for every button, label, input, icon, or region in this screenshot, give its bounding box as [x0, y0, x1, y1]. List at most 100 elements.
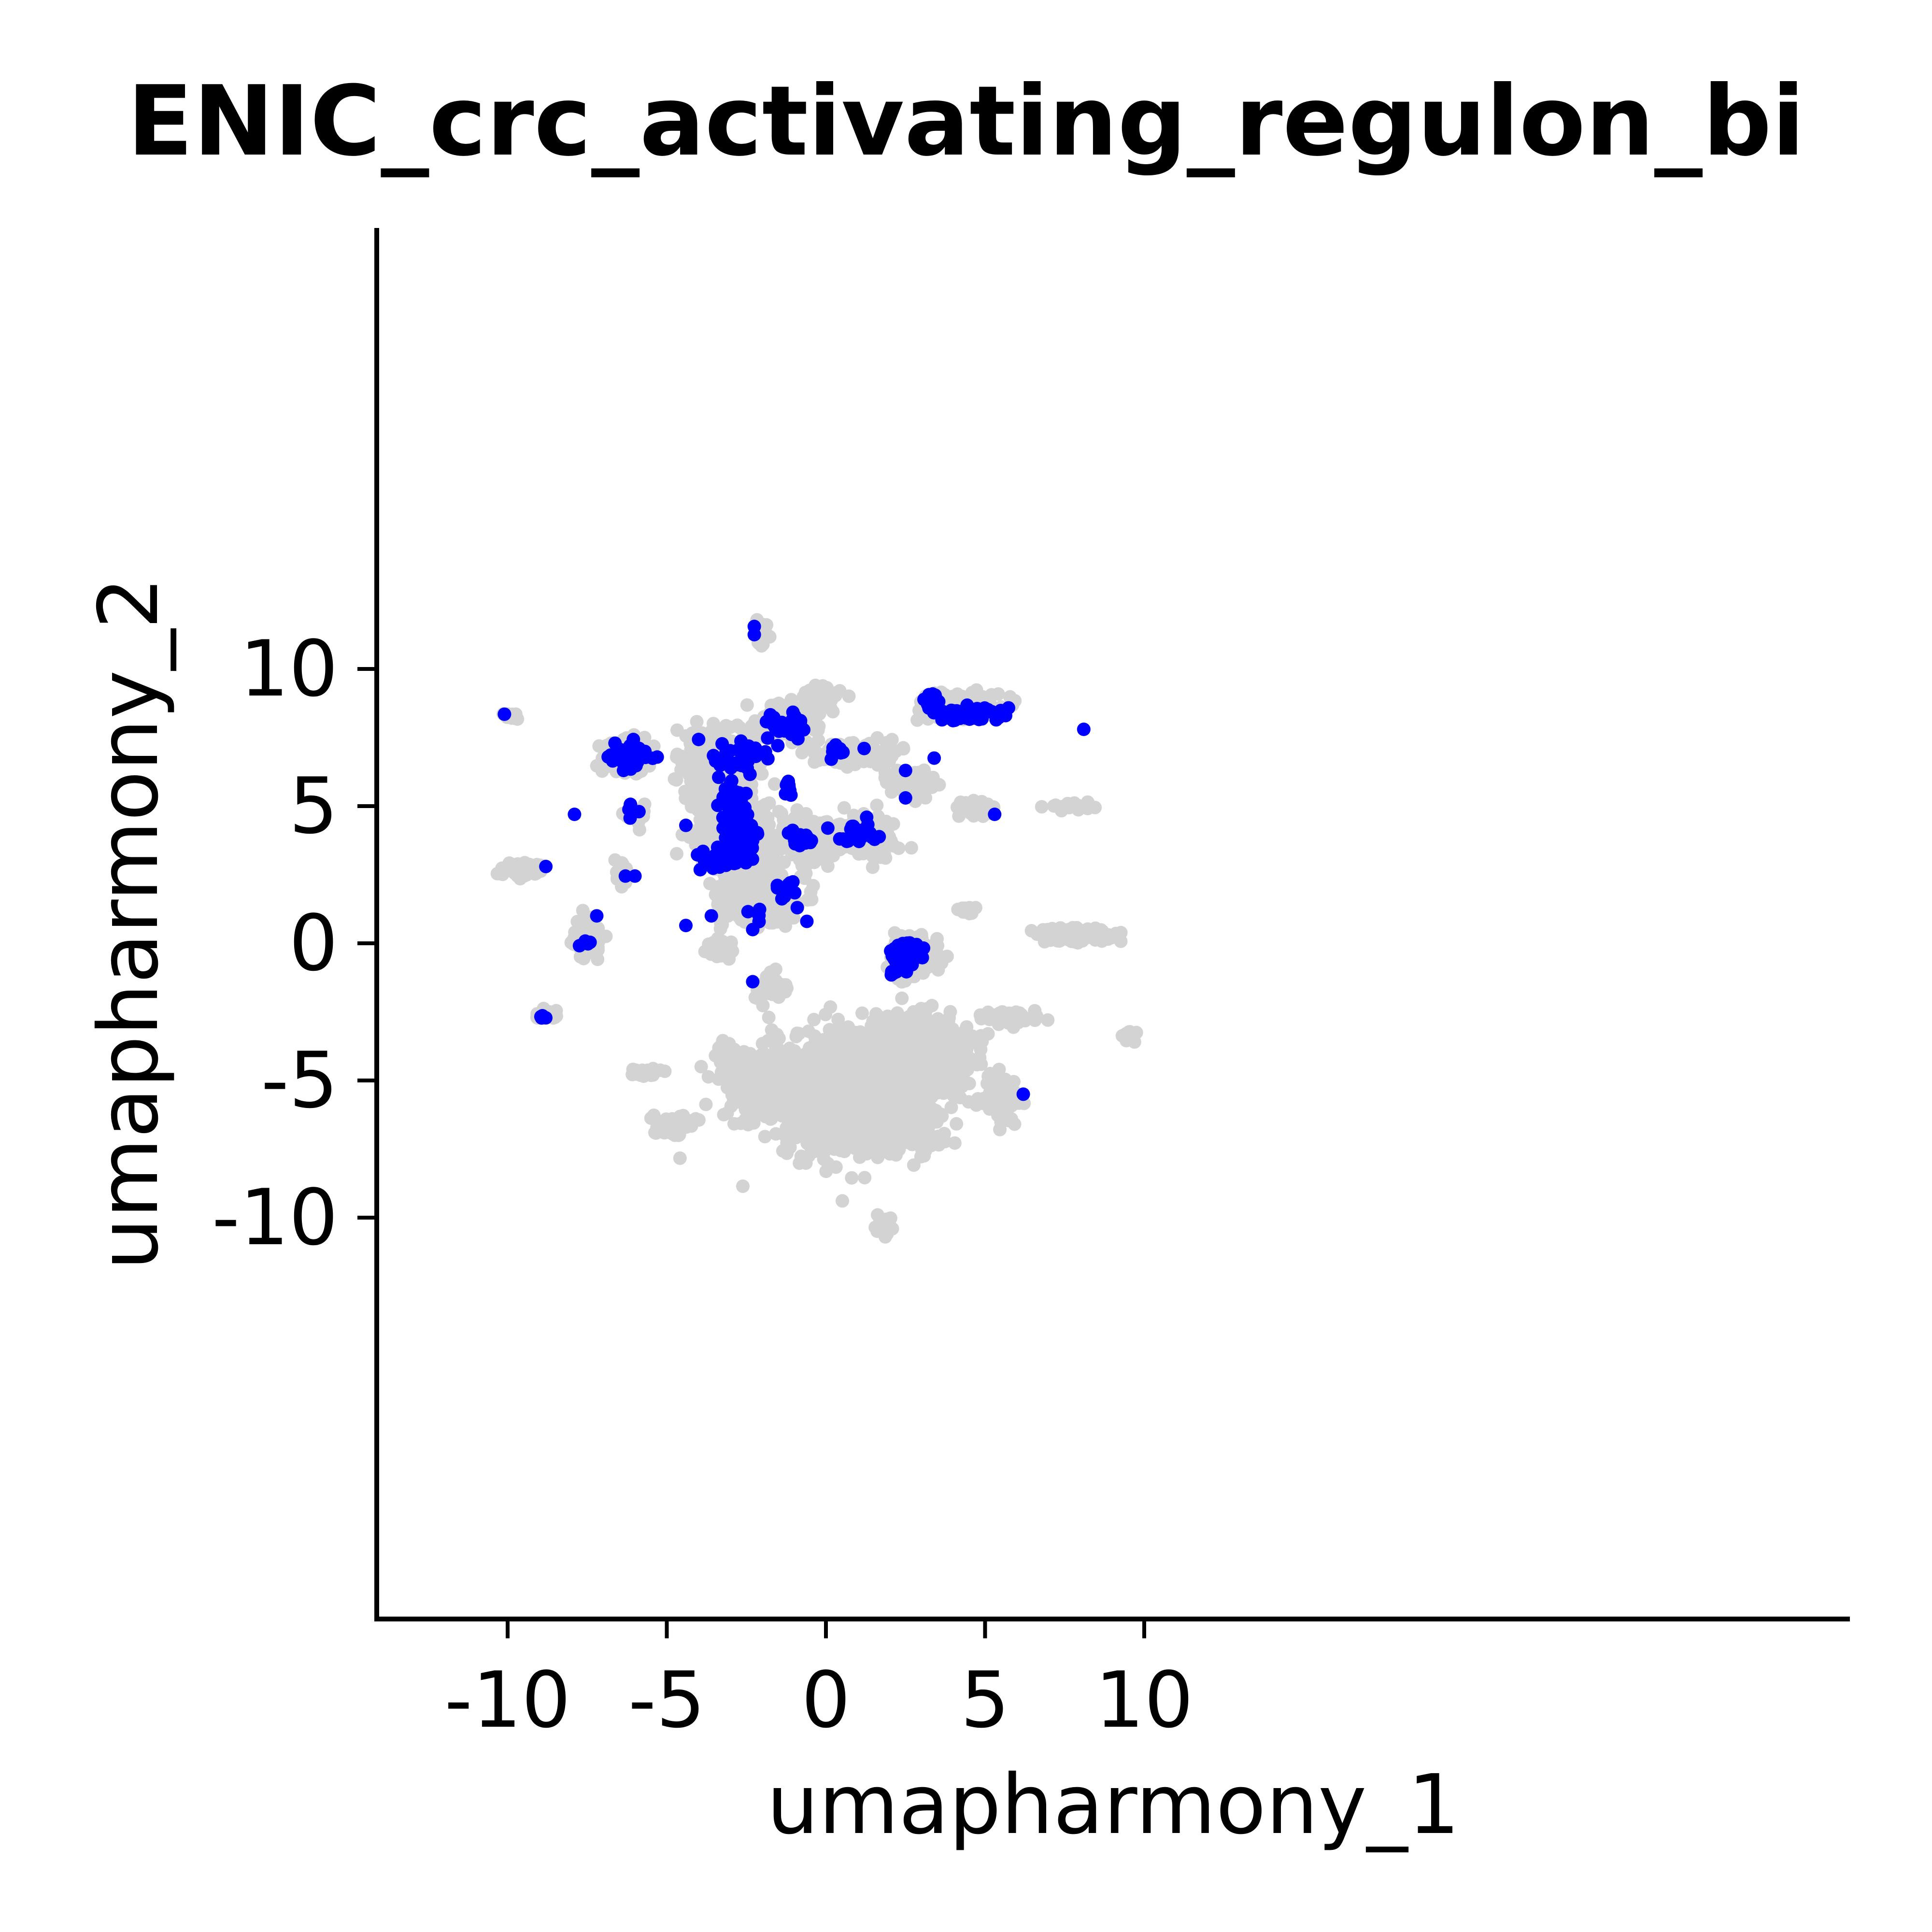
data-point	[754, 880, 768, 894]
data-point	[872, 1023, 886, 1037]
data-point	[893, 1094, 907, 1108]
data-point	[895, 975, 909, 989]
data-point	[726, 905, 740, 919]
data-point	[900, 1066, 914, 1080]
data-point	[801, 741, 815, 755]
data-point	[745, 721, 759, 735]
data-point	[950, 1117, 964, 1131]
data-point	[690, 715, 704, 729]
data-point	[690, 791, 704, 805]
data-point	[849, 1105, 863, 1119]
data-point	[912, 1063, 926, 1077]
data-point	[907, 1158, 921, 1172]
data-point	[833, 1100, 847, 1114]
data-point	[780, 1058, 794, 1072]
data-point	[890, 1006, 904, 1020]
data-point	[938, 1050, 952, 1064]
data-point	[896, 1029, 910, 1043]
data-point	[811, 723, 825, 737]
data-point	[853, 1044, 867, 1058]
data-point	[728, 891, 742, 905]
data-point	[956, 1056, 970, 1070]
data-point	[925, 999, 939, 1012]
data-point	[679, 791, 693, 805]
data-point	[872, 845, 886, 859]
data-point	[758, 1109, 772, 1123]
data-point	[885, 749, 899, 763]
data-point	[867, 1118, 881, 1132]
data-point	[683, 750, 697, 764]
data-point	[827, 1030, 841, 1044]
data-point	[699, 1097, 713, 1111]
data-point	[807, 815, 821, 828]
data-point	[802, 1024, 815, 1038]
data-point	[943, 1005, 957, 1019]
data-point	[849, 1025, 863, 1039]
data-point	[794, 1150, 808, 1163]
data-point	[829, 1041, 843, 1055]
data-point	[765, 1023, 779, 1037]
data-point	[910, 1130, 924, 1144]
data-point	[942, 1031, 955, 1045]
data-point	[806, 1100, 820, 1114]
data-point	[904, 841, 918, 855]
data-point	[694, 1060, 708, 1074]
data-point	[776, 855, 790, 869]
data-point	[984, 1085, 998, 1099]
data-point	[902, 1077, 916, 1091]
series-background-cells	[490, 613, 1143, 1244]
data-point	[915, 1082, 929, 1096]
data-point	[958, 1024, 972, 1038]
data-point	[870, 1078, 884, 1092]
data-point	[885, 733, 899, 747]
data-point	[895, 991, 909, 1005]
points-layer	[490, 613, 1143, 1244]
data-point	[1005, 1099, 1018, 1113]
data-point	[725, 1088, 739, 1102]
data-point	[944, 1100, 958, 1114]
data-point	[908, 1031, 922, 1045]
data-point	[772, 833, 786, 847]
data-point	[824, 1118, 838, 1132]
data-point	[767, 777, 781, 791]
data-point	[922, 1096, 936, 1110]
data-point	[975, 1035, 989, 1049]
data-point	[806, 1072, 819, 1086]
chart-title: ENIC_crc_activating_regulon_bi	[127, 65, 1805, 178]
data-point	[819, 1165, 833, 1179]
data-point	[814, 1055, 828, 1069]
data-point	[711, 1072, 725, 1086]
data-point	[736, 1179, 750, 1193]
data-point	[755, 1037, 769, 1051]
data-point	[938, 1135, 952, 1149]
data-point	[684, 769, 698, 783]
data-point	[893, 1127, 907, 1141]
data-point	[691, 803, 705, 817]
data-point	[670, 847, 683, 861]
data-point	[870, 731, 884, 745]
data-point	[907, 1005, 921, 1019]
data-point	[893, 1056, 907, 1070]
data-point	[917, 1118, 931, 1132]
data-point	[795, 815, 809, 829]
data-point	[776, 1075, 790, 1089]
data-point	[896, 742, 910, 756]
data-point	[818, 1068, 832, 1082]
data-point	[842, 1125, 856, 1139]
data-point	[750, 1079, 764, 1093]
data-point	[790, 1026, 804, 1040]
data-point	[740, 698, 754, 712]
data-point	[924, 1073, 938, 1087]
data-point	[866, 860, 880, 874]
data-point	[837, 801, 851, 815]
data-point	[819, 1008, 833, 1022]
data-point	[734, 1116, 748, 1130]
data-point	[758, 1130, 772, 1144]
data-point	[866, 1089, 880, 1103]
data-point	[821, 859, 835, 873]
data-point	[904, 1094, 918, 1108]
data-point	[774, 699, 788, 713]
data-point	[762, 1010, 776, 1024]
data-point	[831, 1012, 845, 1026]
